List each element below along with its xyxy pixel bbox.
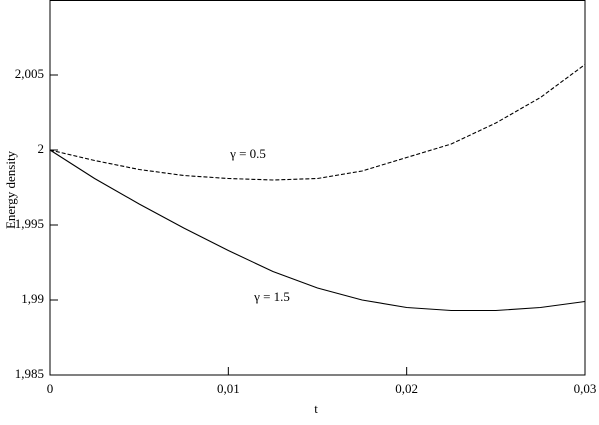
x-tick-label: 0 [47, 381, 54, 396]
y-tick-label: 1,99 [21, 291, 44, 306]
y-tick-label: 2,005 [15, 66, 44, 81]
series-label: γ = 0.5 [229, 146, 266, 161]
x-tick-label: 0,01 [217, 381, 240, 396]
line [49, 149, 586, 312]
x-tick-label: 0,02 [395, 381, 418, 396]
plot-frame [49, 0, 586, 376]
series-label: γ = 1.5 [253, 289, 290, 304]
y-tick-label: 2 [38, 141, 45, 156]
y-axis-label: Energy density [3, 150, 18, 229]
line [49, 64, 586, 181]
x-tick-label: 0,03 [574, 381, 597, 396]
y-tick-label: 1,985 [15, 366, 44, 381]
x-axis-label: t [314, 401, 318, 416]
y-tick-label: 1,995 [15, 216, 44, 231]
